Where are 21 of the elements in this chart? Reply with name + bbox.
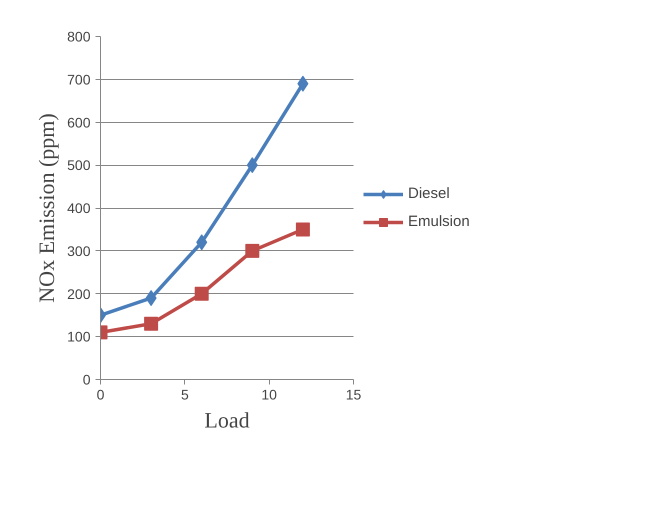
- y-tick-label: 600: [67, 114, 91, 130]
- y-tick-label: 100: [67, 328, 91, 345]
- legend-label: Emulsion: [408, 213, 470, 230]
- x-tick-label: 10: [261, 386, 278, 402]
- point: [296, 222, 310, 236]
- y-tick-label: 500: [67, 157, 91, 174]
- point: [245, 244, 260, 258]
- point: [144, 316, 158, 331]
- y-tick-label: 700: [67, 71, 91, 88]
- y-tick-label: 200: [67, 286, 91, 302]
- y-tick-label: 800: [67, 28, 91, 44]
- y-tick-label: 400: [67, 200, 91, 216]
- x-tick-label: 0: [96, 386, 105, 402]
- x-tick-label: 5: [180, 386, 189, 402]
- y-axis-title: NOx Emission (ppm): [34, 113, 60, 303]
- y-tick-label: 0: [82, 372, 91, 388]
- y-tick-label: 300: [67, 242, 91, 259]
- x-axis-title: Load: [204, 408, 250, 432]
- point: [194, 286, 209, 301]
- x-tick-label: 15: [346, 386, 362, 402]
- legend-label: Diesel: [408, 185, 450, 202]
